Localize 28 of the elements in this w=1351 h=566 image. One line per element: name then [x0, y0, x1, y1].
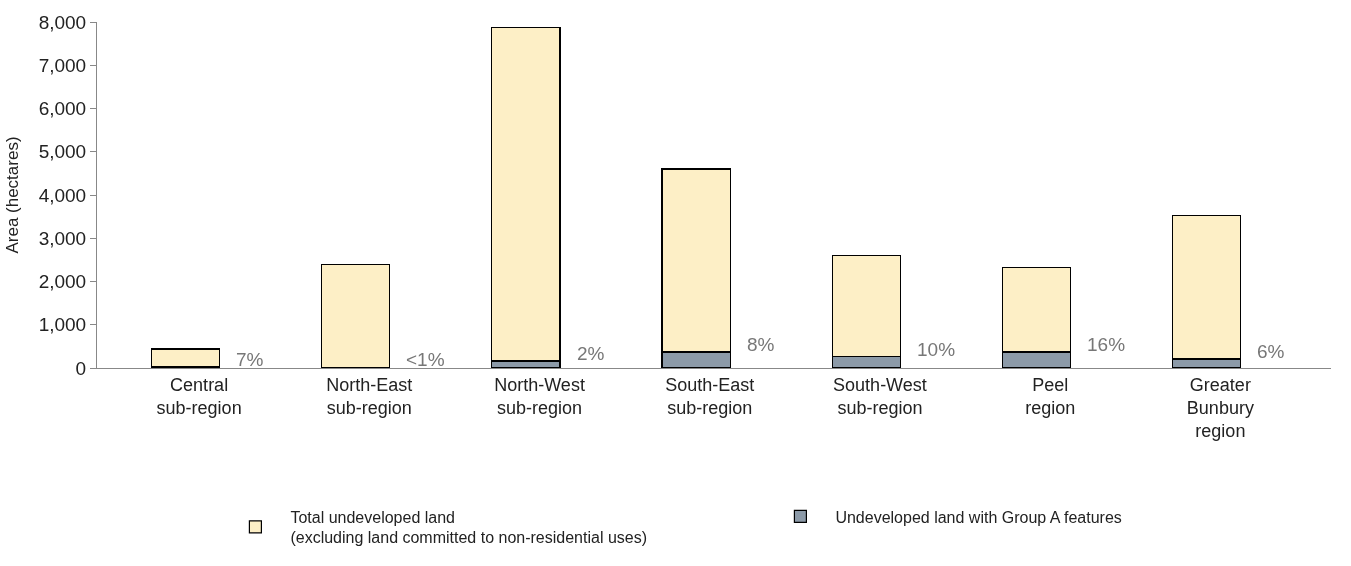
y-tick-label: 0: [75, 357, 87, 379]
y-tick-label: 6,000: [38, 98, 87, 120]
y-tick-label: 8,000: [38, 11, 87, 33]
legend-label: Undeveloped land with Group A features: [835, 508, 1122, 526]
y-axis-title: Area (hectares): [3, 136, 23, 254]
y-tick-label: 2,000: [38, 271, 87, 293]
annotation: 6%: [1257, 341, 1285, 362]
x-tick-label: Central sub-region: [156, 374, 242, 418]
annotation: 16%: [1087, 334, 1126, 355]
x-tick-label: Greater Bunbury region: [1186, 374, 1254, 442]
y-tick-label: 3,000: [38, 227, 87, 249]
x-tick-label: South-West sub-region: [833, 374, 927, 418]
legend-label: Total undeveloped land (excluding land committed to non-residential uses): [290, 508, 648, 547]
annotation: 8%: [747, 334, 775, 355]
y-tick-label: 1,000: [38, 314, 87, 336]
bar: [150, 348, 221, 368]
annotation: 7%: [236, 349, 264, 370]
x-tick-label: South-East sub-region: [665, 374, 755, 418]
annotation: 10%: [917, 339, 956, 360]
y-tick-label: 7,000: [38, 54, 87, 76]
x-tick-label: North-East sub-region: [326, 374, 413, 418]
annotation: 2%: [577, 343, 605, 364]
x-tick-label: Peel region: [1025, 374, 1076, 418]
bar: [321, 263, 391, 368]
y-tick-label: 5,000: [38, 141, 87, 163]
annotation: <1%: [406, 349, 445, 370]
x-tick-label: North-West sub-region: [494, 374, 585, 418]
y-tick-label: 4,000: [38, 184, 87, 206]
